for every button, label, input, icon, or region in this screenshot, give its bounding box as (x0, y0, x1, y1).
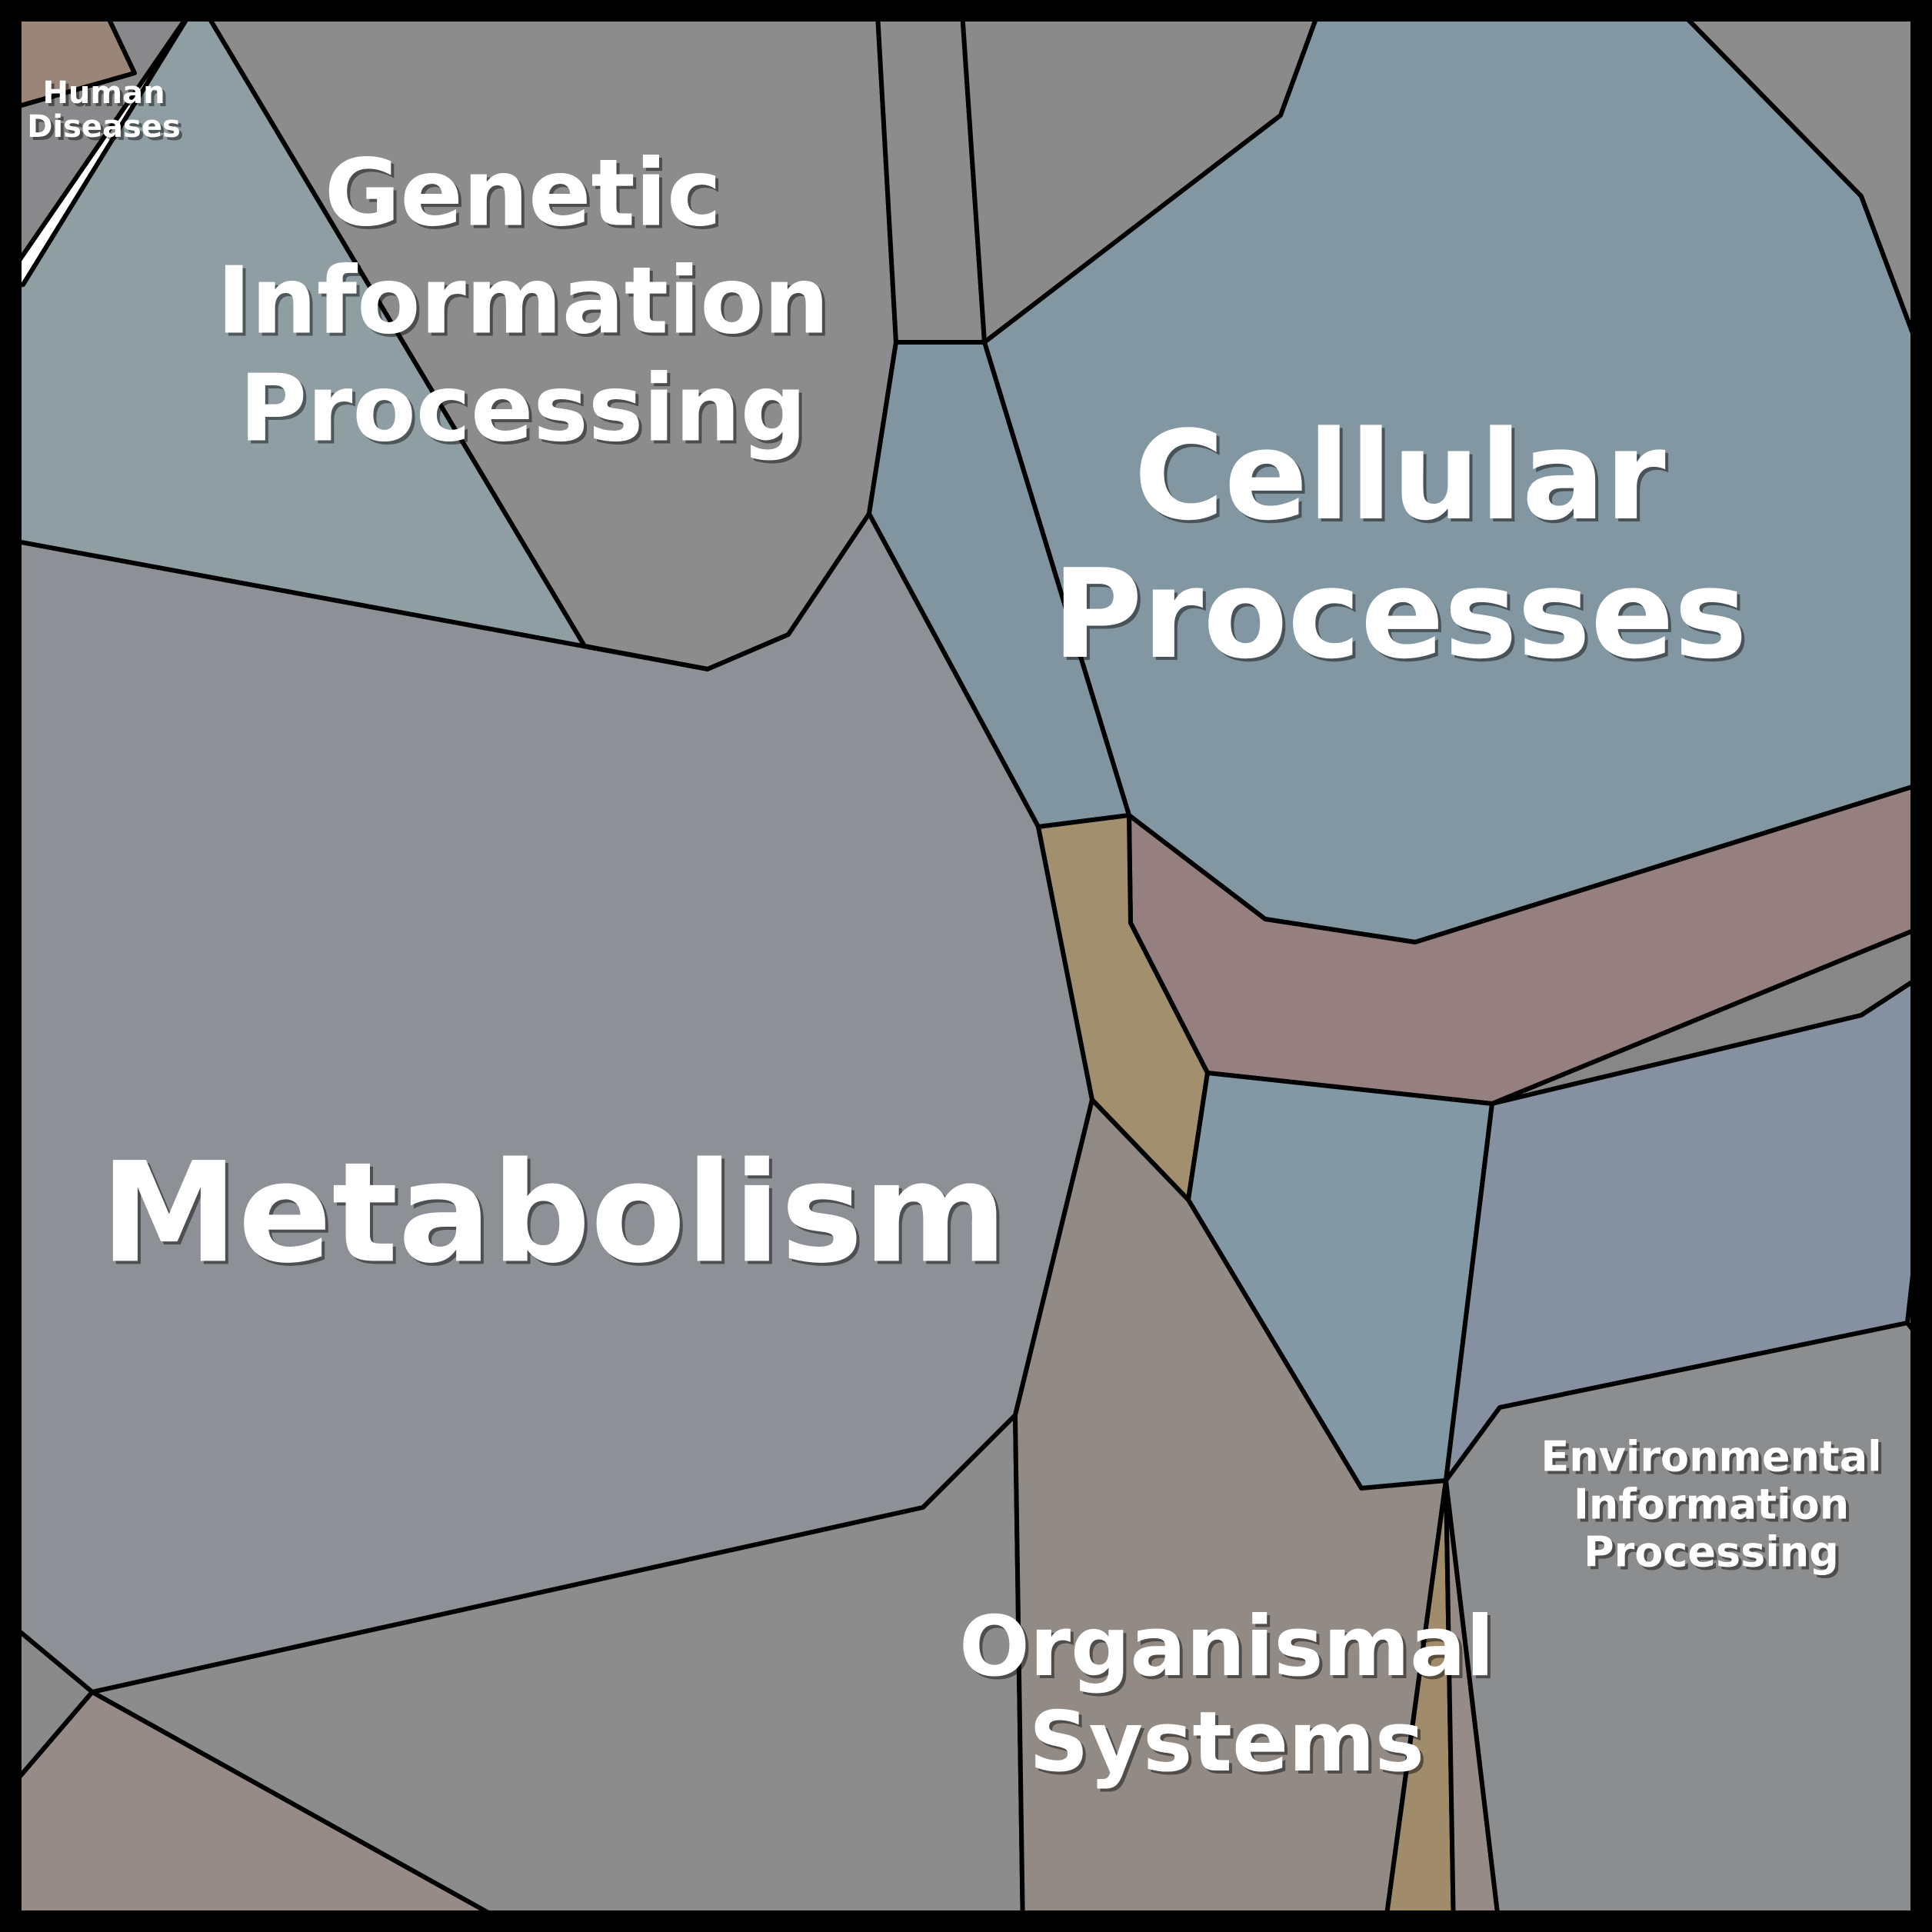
label-human-diseases-line-0: Human (42, 75, 165, 111)
voronoi-treemap: HumanDiseasesHumanDiseasesGeneticInforma… (0, 0, 1932, 1932)
label-env: EnvironmentalInformationProcessingEnviro… (1541, 1433, 1884, 1580)
label-cellular-line-0: Cellular (1134, 404, 1665, 548)
label-cellular: CellularProcessesCellularProcesses (1052, 404, 1750, 689)
label-metabolism-line-0: Metabolism (100, 1133, 1007, 1294)
label-human-diseases-line-1: Diseases (27, 109, 181, 145)
label-human-diseases: HumanDiseasesHumanDiseases (27, 75, 184, 148)
label-env-line-0: Environmental (1541, 1433, 1881, 1481)
label-metabolism: MetabolismMetabolism (100, 1133, 1010, 1297)
label-organismal: OrganismalSystemsOrganismalSystems (959, 1599, 1497, 1794)
label-cellular-line-1: Processes (1052, 542, 1747, 686)
cell-env-main (1446, 1323, 1932, 1932)
label-organismal-line-1: Systems (1029, 1694, 1424, 1790)
label-organismal-line-0: Organismal (959, 1599, 1494, 1695)
label-gip-line-2: Processing (239, 356, 806, 463)
label-env-line-2: Processing (1584, 1528, 1839, 1577)
label-env-line-1: Information (1574, 1481, 1849, 1529)
label-gip-line-0: Genetic (325, 141, 721, 248)
label-gip-line-1: Information (217, 248, 829, 355)
